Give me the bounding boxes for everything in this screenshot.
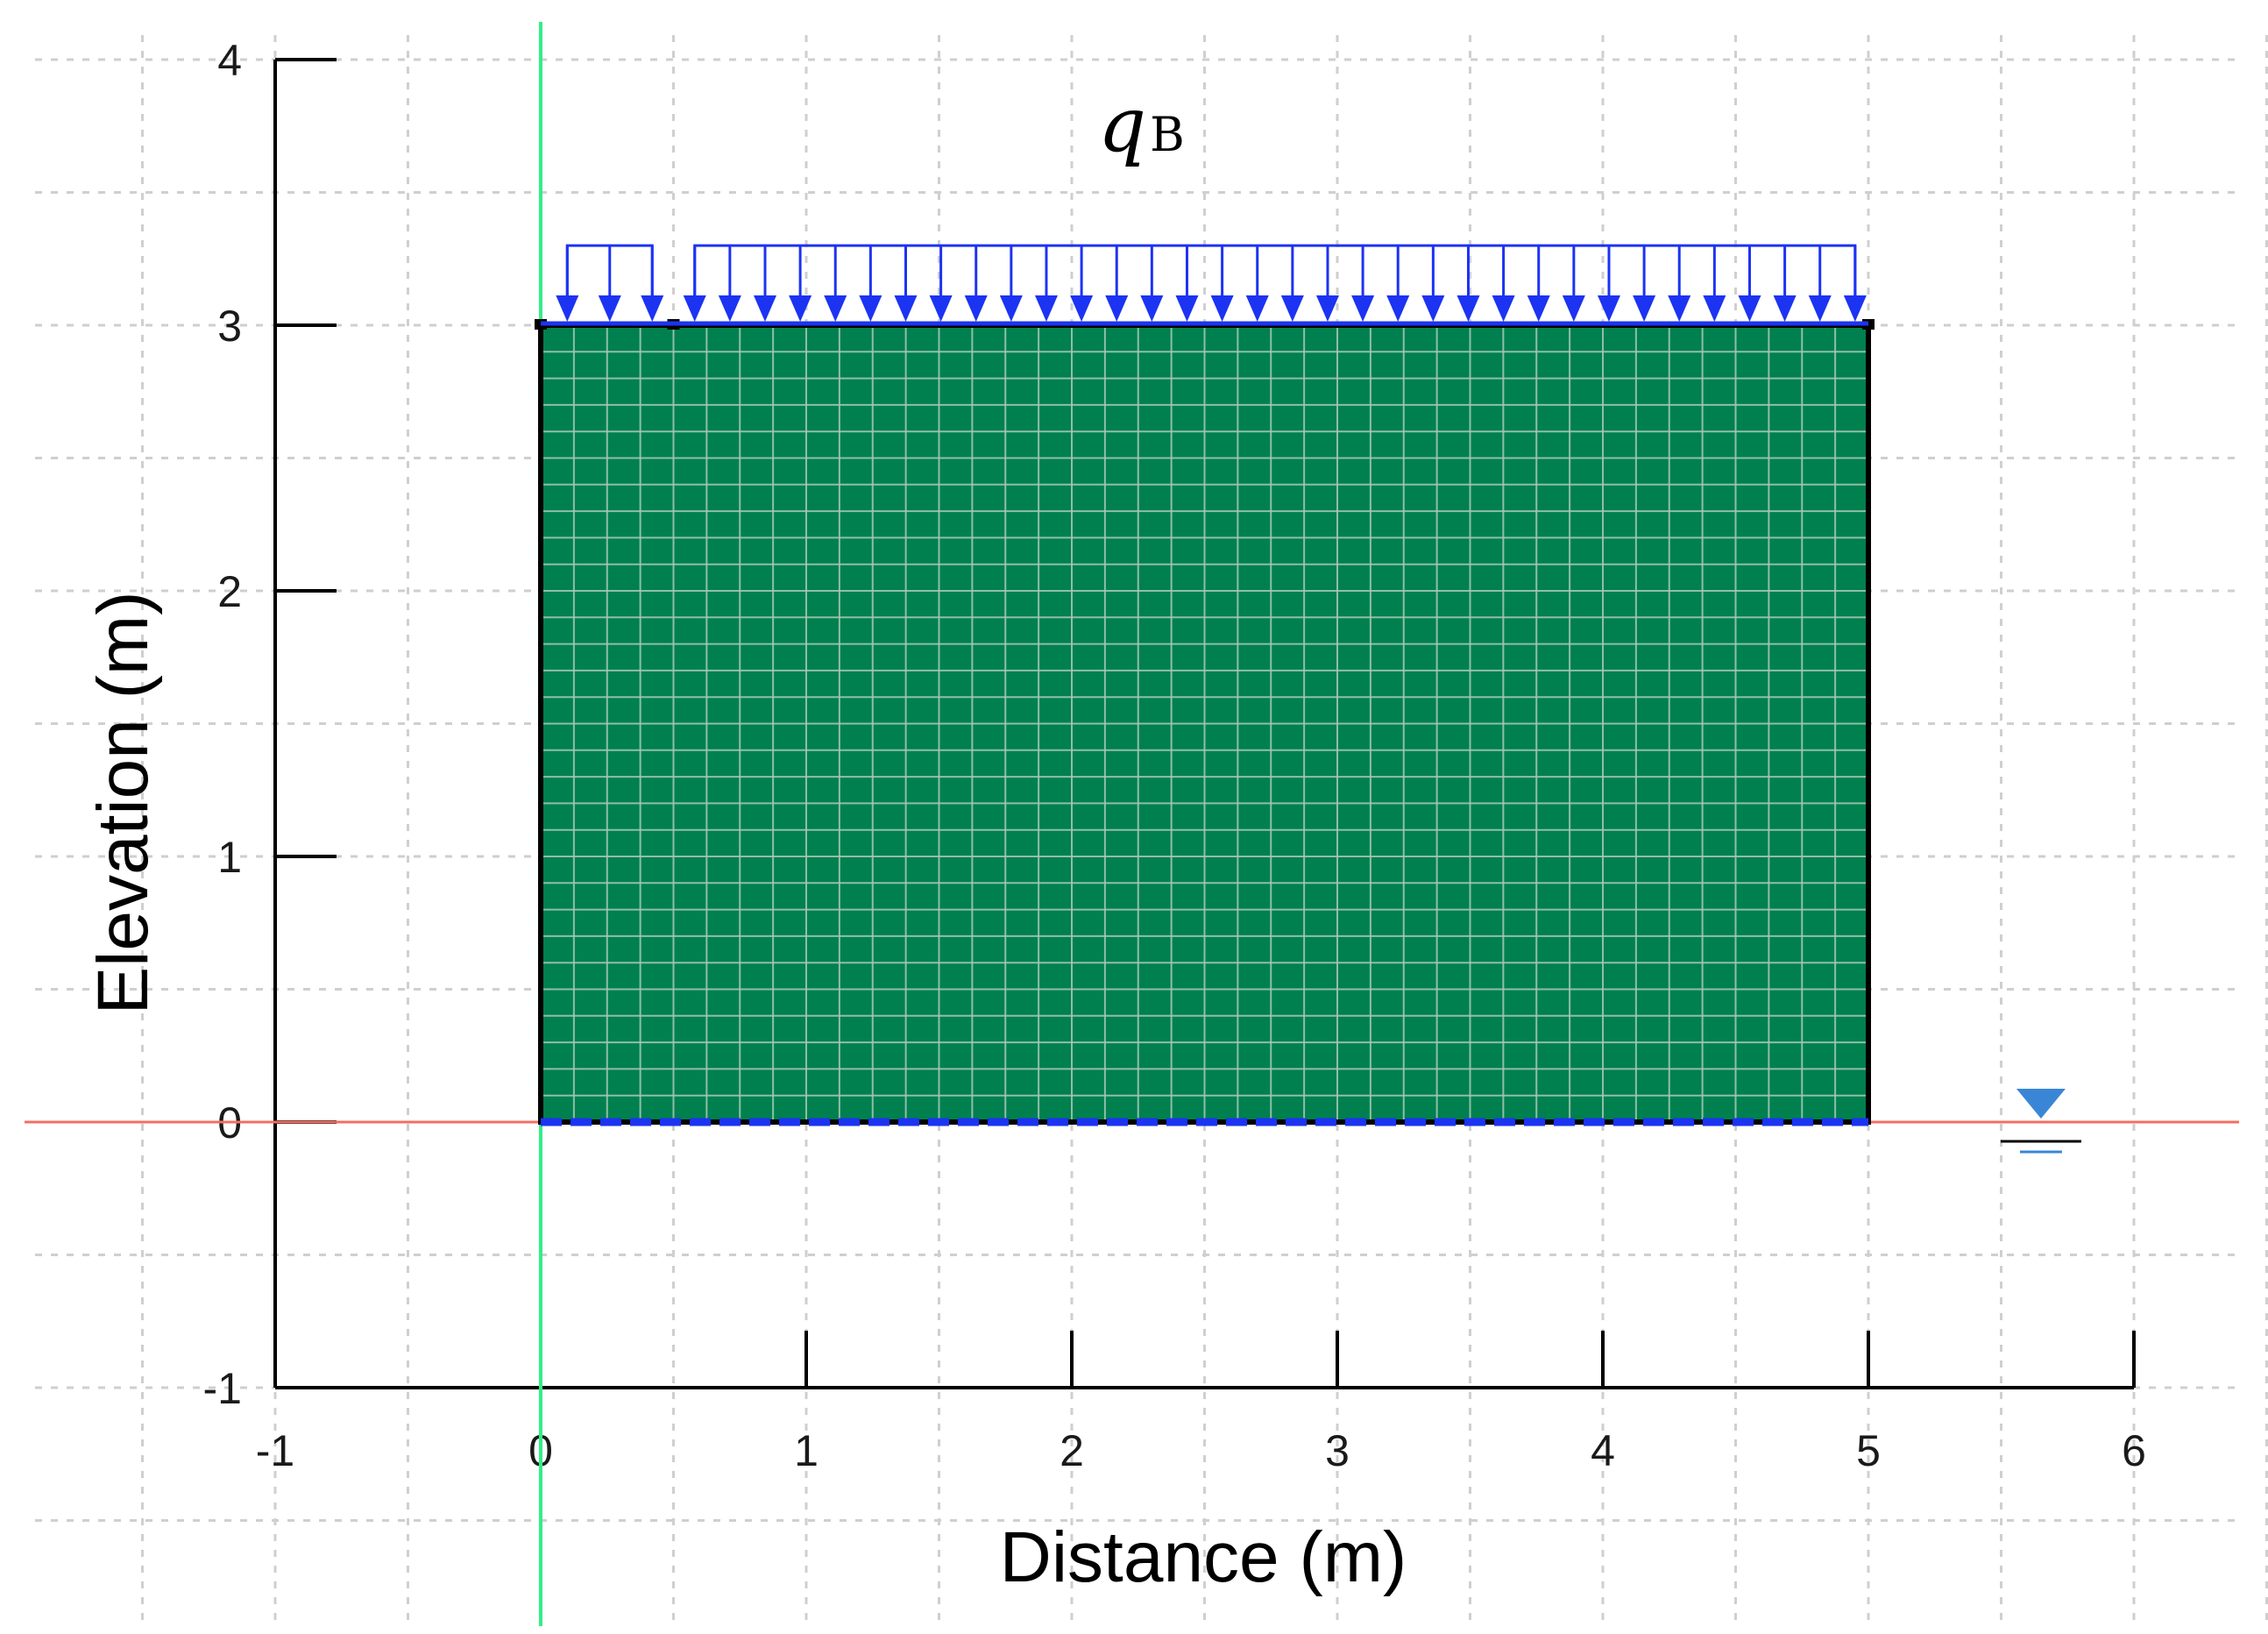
load-arrow-head — [999, 295, 1023, 322]
load-arrow-head — [1633, 295, 1656, 322]
x-tick-label: 4 — [1591, 1426, 1615, 1475]
load-arrow-head — [1280, 295, 1304, 322]
load-arrow-head — [824, 295, 847, 322]
load-arrow-head — [1773, 295, 1797, 322]
load-arrow-head — [1738, 295, 1761, 322]
x-tick-label: 2 — [1060, 1426, 1084, 1475]
water-table-triangle-icon — [2016, 1089, 2066, 1119]
load-arrow-head — [1668, 295, 1691, 322]
load-label: qB — [1098, 82, 1185, 169]
y-tick-label: 4 — [217, 36, 242, 85]
load-arrow-head — [964, 295, 988, 322]
load-arrow-head — [1562, 295, 1585, 322]
x-tick-label: -1 — [256, 1426, 294, 1475]
x-axis-title: Distance (m) — [1000, 1517, 1407, 1597]
y-tick-label: 1 — [217, 833, 242, 882]
distributed-load-group[interactable] — [541, 244, 1868, 326]
load-symbol: q — [1098, 82, 1146, 169]
load-arrow-head — [1210, 295, 1234, 322]
load-arrow-head — [1175, 295, 1199, 322]
load-arrow-head — [894, 295, 918, 322]
x-tick-label: 3 — [1325, 1426, 1350, 1475]
load-arrow-head — [683, 295, 706, 322]
load-arrow-head — [1456, 295, 1480, 322]
load-arrow-head — [1703, 295, 1726, 322]
load-arrow-head — [641, 295, 664, 322]
load-arrow-head — [1315, 295, 1339, 322]
load-arrow-head — [1597, 295, 1620, 322]
load-arrow-head — [1245, 295, 1269, 322]
load-arrow-head — [1808, 295, 1832, 322]
load-arrow-head — [1140, 295, 1164, 322]
load-arrow-head — [753, 295, 776, 322]
load-arrow-head — [859, 295, 882, 322]
load-subscript: B — [1150, 107, 1185, 162]
load-arrow-head — [1492, 295, 1515, 322]
load-arrow-head — [789, 295, 812, 322]
load-arrow-head — [1527, 295, 1550, 322]
x-tick-label: 5 — [1856, 1426, 1881, 1475]
load-arrow-head — [598, 295, 621, 322]
load-arrow-head — [1386, 295, 1410, 322]
x-tick-label: 6 — [2122, 1426, 2146, 1475]
load-arrow-head — [556, 295, 579, 322]
load-arrow-head — [929, 295, 953, 322]
load-arrow-head — [718, 295, 741, 322]
load-arrow-head — [1421, 295, 1445, 322]
y-tick-label: 3 — [217, 302, 242, 351]
soil-region-group[interactable] — [535, 319, 1875, 1126]
load-arrow-head — [1843, 295, 1867, 322]
water-table-group — [2000, 1089, 2081, 1154]
load-arrow-head — [1070, 295, 1094, 322]
y-axis-title: Elevation (m) — [83, 591, 163, 1014]
load-arrow-head — [1105, 295, 1129, 322]
load-arrow-head — [1034, 295, 1058, 322]
x-tick-label: 1 — [794, 1426, 819, 1475]
y-tick-label: 2 — [217, 567, 242, 616]
load-arrow-head — [1351, 295, 1375, 322]
y-tick-label: -1 — [203, 1364, 242, 1413]
